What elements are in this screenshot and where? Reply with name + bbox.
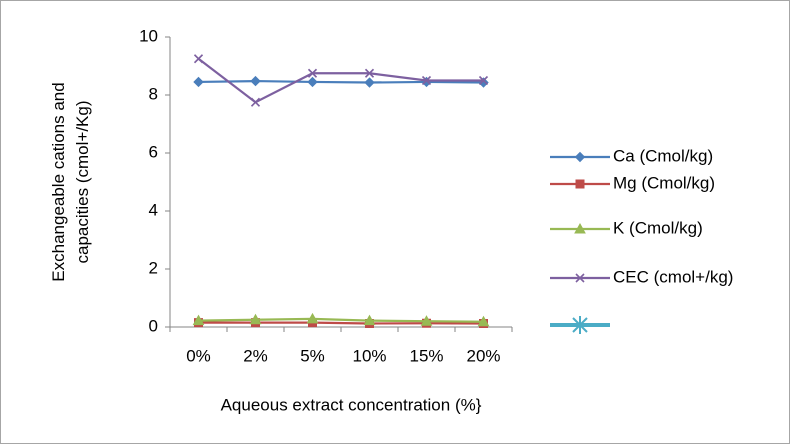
legend-marker: [575, 273, 585, 283]
y-tick-label: 0: [149, 316, 158, 335]
data-point: [364, 77, 375, 88]
legend-marker: [574, 151, 586, 163]
legend-label: K (Cmol/kg): [613, 218, 703, 237]
legend-marker: [571, 316, 589, 334]
legend-label: Ca (Cmol/kg): [613, 146, 713, 165]
data-point: [420, 315, 433, 326]
legend-blank-entry: [550, 316, 610, 334]
y-tick-label: 2: [149, 258, 158, 277]
data-point: [193, 54, 204, 64]
series-line: [197, 57, 484, 104]
y-axis-title-line: capacities (cmol+/Kg): [73, 101, 92, 264]
x-tick-label: 2%: [243, 346, 268, 365]
data-point: [364, 68, 375, 78]
y-tick-label: 6: [149, 142, 158, 161]
legend-label: Mg (Cmol/kg): [613, 173, 715, 192]
data-point: [478, 75, 489, 86]
series-line: [198, 79, 484, 84]
legend-label: CEC (cmol+/kg): [613, 267, 733, 286]
y-tick-label: 4: [149, 200, 158, 219]
data-point: [363, 314, 376, 326]
y-tick-label: 10: [139, 26, 158, 45]
x-tick-label: 20%: [466, 346, 500, 365]
y-axis-title: Exchangeable cations and capacities (cmol…: [49, 82, 92, 281]
x-tick-label: 15%: [409, 346, 443, 365]
x-axis-title: Aqueous extract concentration (%}: [221, 395, 482, 414]
series-line: [198, 317, 484, 323]
data-point: [307, 68, 318, 78]
data-point: [307, 76, 318, 88]
legend-marker: [575, 179, 585, 189]
data-point: [477, 315, 490, 327]
y-tick-label: 8: [149, 84, 158, 103]
data-point: [249, 313, 262, 325]
data-point: [192, 314, 205, 326]
data-point: [306, 312, 319, 324]
data-point: [250, 97, 261, 107]
x-tick-label: 10%: [352, 346, 386, 365]
data-point: [193, 76, 204, 88]
legend-marker: [574, 222, 586, 234]
data-point: [250, 75, 261, 87]
data-point: [421, 75, 432, 86]
x-tick-label: 5%: [300, 346, 325, 365]
series-line: [198, 321, 484, 325]
x-tick-label: 0%: [186, 346, 211, 365]
y-axis-title-line: Exchangeable cations and: [49, 82, 68, 281]
